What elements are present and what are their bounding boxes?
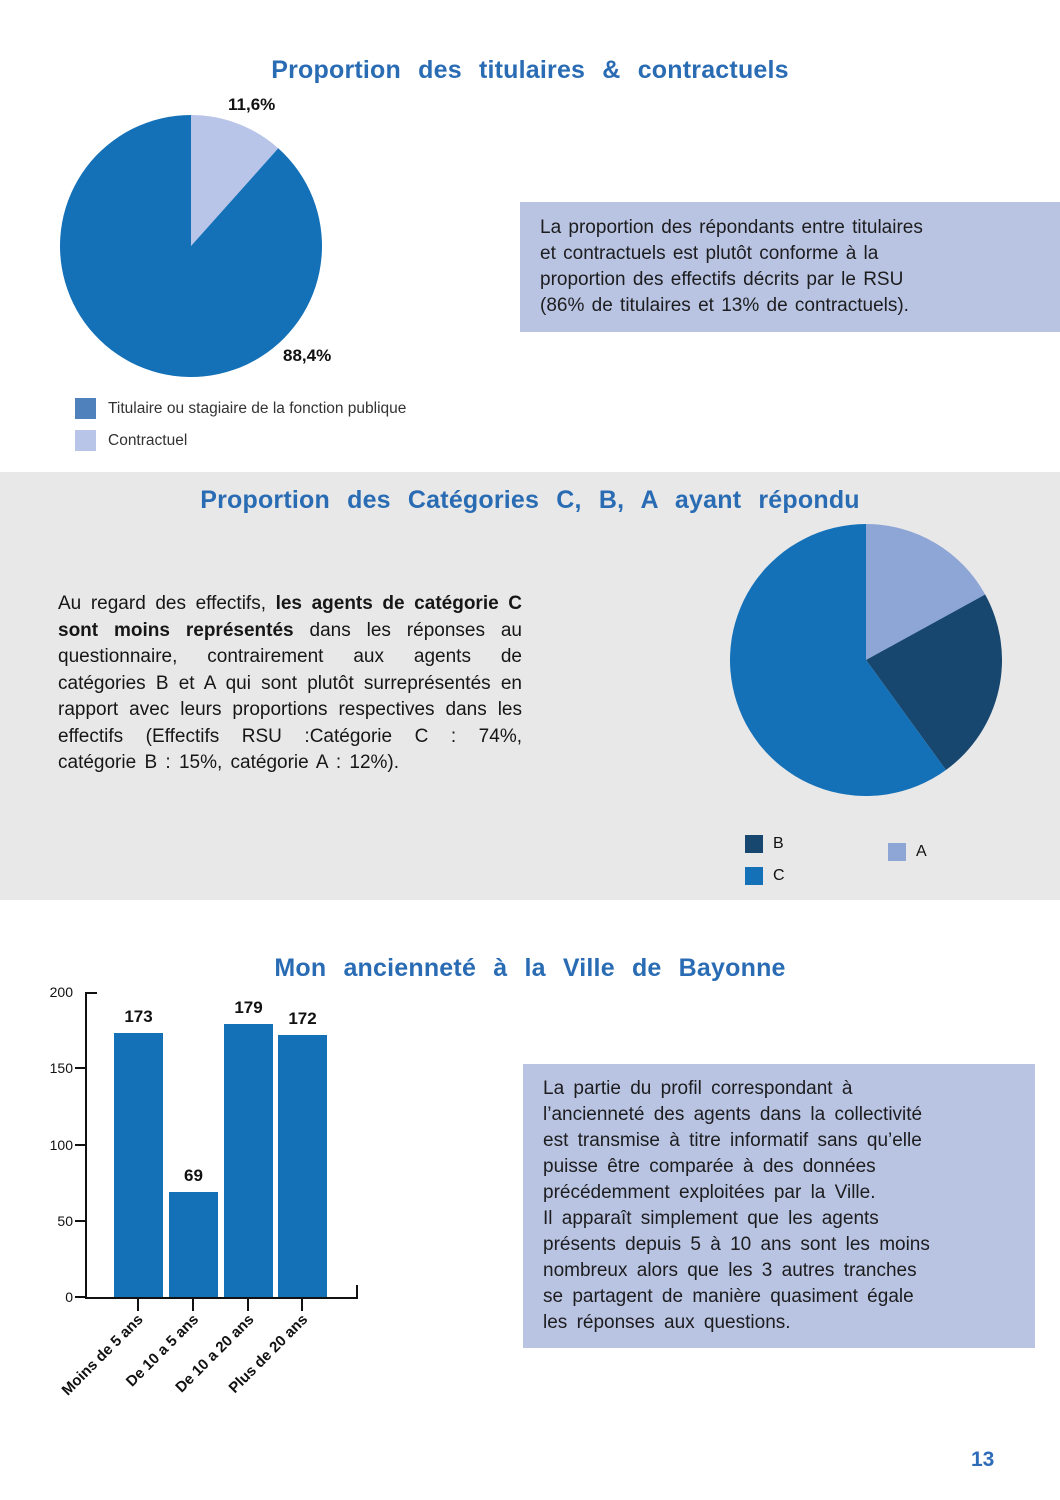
legend-swatch-contractuel bbox=[75, 430, 96, 451]
y-axis-tick bbox=[75, 1067, 85, 1070]
y-axis-tick bbox=[75, 1296, 85, 1298]
legend-item-a: A bbox=[888, 843, 927, 861]
legend-titulaires: Titulaire ou stagiaire de la fonction pu… bbox=[75, 398, 406, 462]
section2-paragraph: Au regard des effectifs, les agents de c… bbox=[58, 591, 522, 777]
legend-item-b: B bbox=[745, 835, 784, 853]
y-axis-tick-label: 150 bbox=[49, 1060, 73, 1077]
pie-chart-titulaires bbox=[60, 115, 322, 377]
x-axis-end-tick bbox=[356, 1285, 358, 1297]
legend-item: Titulaire ou stagiaire de la fonction pu… bbox=[75, 398, 406, 419]
legend-swatch-titulaire bbox=[75, 398, 96, 419]
legend-swatch-a bbox=[888, 843, 906, 861]
y-axis-top-tick bbox=[87, 992, 97, 994]
bar-value-label: 173 bbox=[124, 1007, 153, 1027]
pie-value-label-contractuel: 11,6% bbox=[228, 95, 276, 114]
pie-slice-b bbox=[866, 594, 1002, 771]
pie-slice-titulaire-ou-stagiaire-de-la-fonction-publique bbox=[60, 115, 322, 377]
bar-chart-anciennete: 0 50 100 150 200 173 69 179 172 bbox=[50, 985, 358, 1311]
pie-value-label-titulaire: 88,4% bbox=[283, 346, 332, 365]
legend-item: Contractuel bbox=[75, 430, 406, 451]
section3-title: Mon ancienneté à la Ville de Bayonne bbox=[274, 954, 786, 982]
pie-slice-contractuel bbox=[191, 115, 279, 246]
y-axis-tick bbox=[75, 1219, 85, 1222]
bar-moins-de-5-ans: 173 bbox=[114, 1007, 163, 1297]
section2-title: Proportion des Catégories C, B, A ayant … bbox=[200, 486, 860, 514]
x-axis-tick bbox=[137, 1299, 139, 1311]
y-axis-tick-label: 0 bbox=[65, 1289, 73, 1305]
y-axis-tick-label: 100 bbox=[49, 1136, 73, 1153]
x-axis-tick bbox=[192, 1299, 194, 1311]
bar-de-10-a-20-ans: 179 bbox=[224, 998, 273, 1297]
legend-item-c: C bbox=[745, 867, 785, 885]
legend-swatch-c bbox=[745, 867, 763, 885]
bar-value-label: 69 bbox=[184, 1165, 203, 1185]
pie-chart-categories-svg bbox=[730, 524, 1002, 796]
legend-label: Titulaire ou stagiaire de la fonction pu… bbox=[108, 399, 407, 417]
paragraph-text: Au regard des effectifs, bbox=[58, 593, 276, 614]
legend-label: Contractuel bbox=[108, 431, 188, 449]
legend-label-b: B bbox=[773, 835, 784, 852]
pie-slice-c bbox=[730, 524, 946, 796]
page-number: 13 bbox=[971, 1448, 995, 1471]
section1-title: Proportion des titulaires & contractuels bbox=[271, 56, 789, 84]
paragraph-bold-text: les agents de catégorie C sont moins rep… bbox=[58, 593, 522, 641]
pie-chart-categories bbox=[730, 524, 1002, 796]
note-box-titulaires: La proportion des répondants entre titul… bbox=[520, 202, 1060, 332]
bar-plus-de-20-ans: 172 bbox=[278, 1009, 327, 1297]
x-axis-tick bbox=[301, 1299, 303, 1311]
legend-label-c: C bbox=[773, 867, 785, 884]
y-axis-tick-label: 50 bbox=[57, 1212, 73, 1229]
legend-swatch-b bbox=[745, 835, 763, 853]
x-axis-labels: Moins de 5 ans De 10 a 5 ans De 10 a 20 … bbox=[59, 1311, 358, 1441]
paragraph-text: dans les réponses au questionnaire, cont… bbox=[58, 619, 522, 774]
legend-label-a: A bbox=[916, 843, 927, 860]
bar-de-10-a-5-ans: 69 bbox=[169, 1166, 218, 1297]
bar-value-label: 172 bbox=[288, 1008, 317, 1028]
y-axis-tick-label: 200 bbox=[49, 984, 73, 1000]
pie-slice-a bbox=[866, 524, 986, 660]
x-axis-tick bbox=[247, 1299, 249, 1311]
note-box-anciennete: La partie du profil correspondant à l’an… bbox=[523, 1064, 1035, 1348]
pie-chart-titulaires-svg bbox=[60, 115, 322, 377]
y-axis-tick bbox=[75, 1143, 85, 1146]
bar-value-label: 179 bbox=[234, 998, 263, 1018]
